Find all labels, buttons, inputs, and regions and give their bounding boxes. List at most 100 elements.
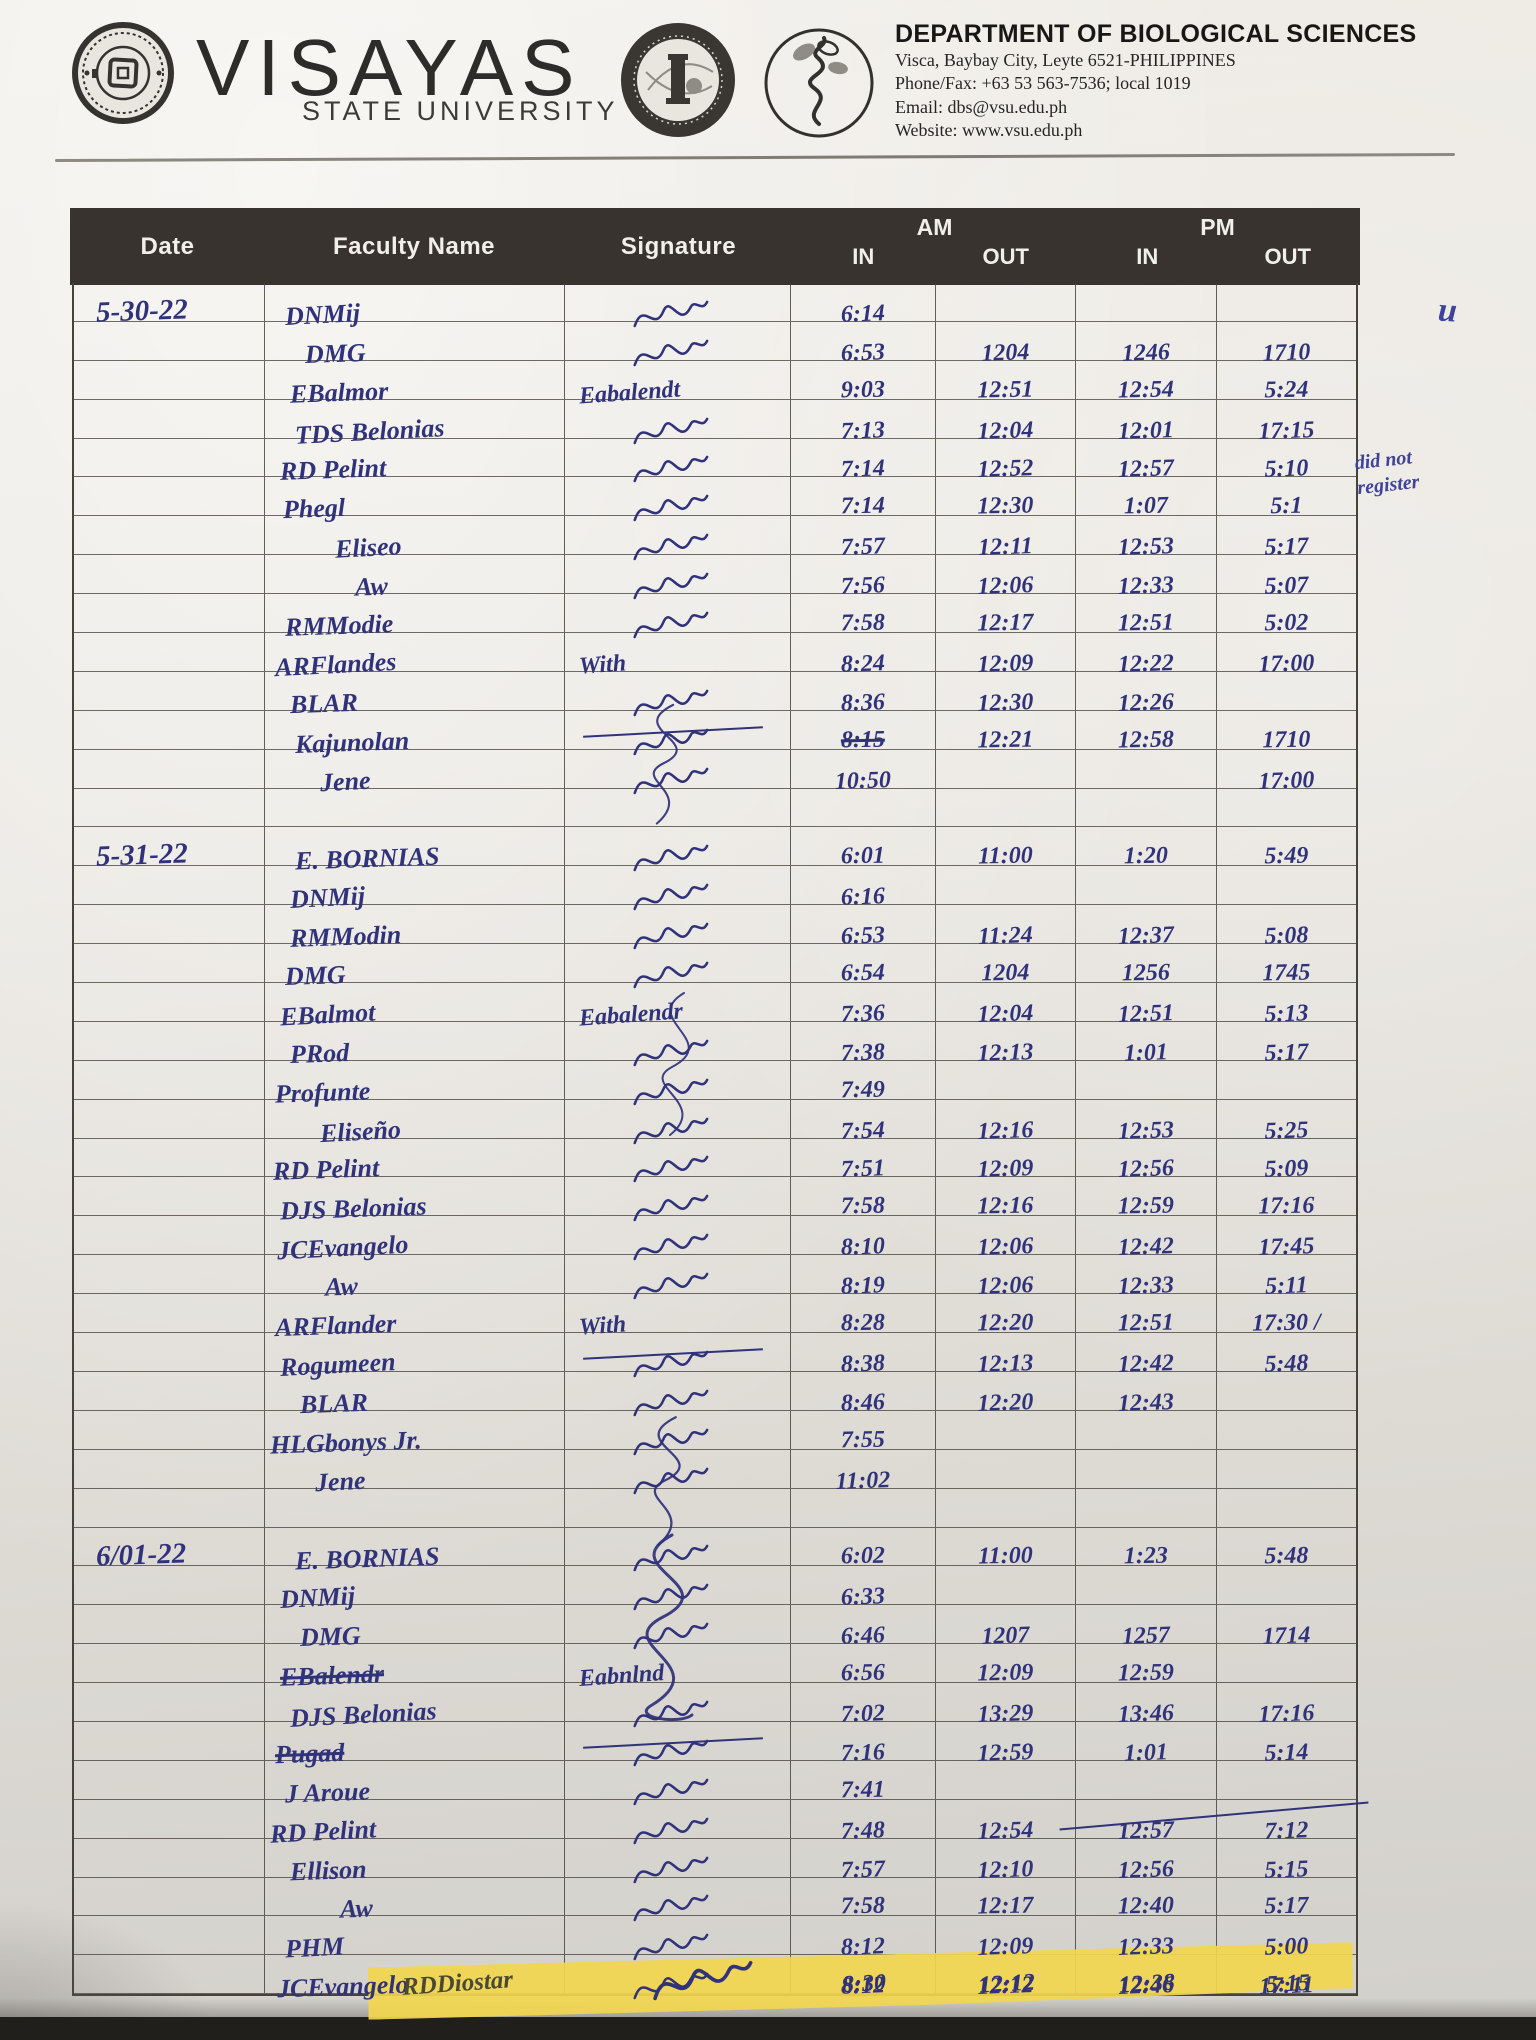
- department-title: DEPARTMENT OF BIOLOGICAL SCIENCES: [895, 20, 1417, 48]
- table-row: Aw 7:58 12:17 12:40 5:17: [74, 1877, 1356, 1924]
- handwritten-entry: 12:53: [1117, 533, 1175, 562]
- handwritten-faculty-name: BLAR: [289, 687, 358, 719]
- handwritten-faculty-name: Phegl: [282, 493, 346, 525]
- cell-date: [74, 361, 264, 399]
- cell-am-out: 12:04: [935, 983, 1075, 1028]
- handwritten-entry: 12:16: [977, 1116, 1035, 1145]
- handwritten-entry: 5:48: [1264, 1350, 1309, 1378]
- signature-scribble-icon: [633, 1972, 709, 2000]
- handwritten-entry: 12:51: [1117, 609, 1175, 637]
- handwritten-faculty-name: EBalmot: [278, 997, 376, 1032]
- handwritten-entry: 12:51: [1117, 1309, 1175, 1337]
- cell-pm-in: 12:33: [1075, 1255, 1216, 1300]
- cell-signature: [564, 1760, 790, 1806]
- cell-faculty-name: Ellison: [263, 1838, 565, 1886]
- table-row: DNMij 6:16: [74, 866, 1356, 914]
- handwritten-faculty-name: RD Pelint: [272, 1153, 380, 1187]
- cell-date: [74, 1605, 264, 1643]
- signature-scribble-icon: [633, 1117, 709, 1144]
- cell-am-in: 6:53: [790, 905, 935, 950]
- handwritten-entry: 5:09: [1264, 1155, 1309, 1184]
- cell-faculty-name: RD Pelint: [263, 438, 565, 486]
- cell-signature: [564, 1177, 790, 1222]
- handwritten-entry: 12:17: [977, 1892, 1034, 1920]
- handwritten-entry: 7:56: [840, 572, 886, 600]
- handwritten-entry: 12:58: [1117, 726, 1175, 754]
- cell-am-in: 7:48: [790, 1799, 935, 1844]
- cell-date: [74, 789, 264, 827]
- handwritten-entry: With: [578, 1311, 628, 1341]
- college-of-arts-and-sciences-seal-icon: [621, 23, 735, 137]
- cell-pm-out: 1710: [1216, 710, 1356, 753]
- signature-scribble-icon: [633, 1272, 709, 1300]
- department-phone: Phone/Fax: +63 53 563-7536; local 1019: [895, 73, 1191, 94]
- handwritten-entry: 7:12: [1264, 1816, 1309, 1845]
- cell-date: [74, 594, 264, 632]
- handwritten-entry: 1246: [1121, 338, 1171, 367]
- cell-date: [74, 983, 264, 1021]
- handwritten-faculty-name: Profunte: [274, 1076, 371, 1109]
- signature-scribble-icon: [633, 1428, 709, 1455]
- cell-pm-in: 1:23: [1075, 1527, 1216, 1570]
- handwritten-entry: 17:00: [1258, 766, 1315, 795]
- cell-faculty-name: Eliseño: [263, 1099, 565, 1148]
- cell-pm-in: [1075, 1566, 1216, 1605]
- department-website: Website: www.vsu.edu.ph: [895, 120, 1083, 141]
- table-row: 5-31-22 E. BORNIAS 6:01 11:00 1:20 5:49: [74, 827, 1356, 876]
- handwritten-entry: 12:06: [977, 572, 1035, 601]
- handwritten-entry: 12:51: [977, 376, 1034, 404]
- cell-signature: [564, 827, 790, 872]
- cell-am-out: 11:24: [935, 905, 1075, 950]
- table-row: RD Pelint 7:14 12:52 12:57 5:10: [74, 438, 1356, 486]
- cell-pm-in: 12:53: [1075, 1099, 1216, 1145]
- cell-pm-in: 1246: [1075, 321, 1216, 367]
- cell-pm-in: 12:59: [1075, 1644, 1216, 1687]
- cell-date: 5-30-22: [74, 283, 264, 328]
- cell-signature: [564, 1410, 790, 1455]
- table-row: Ellison 7:57 12:10 12:56 5:15: [74, 1838, 1356, 1886]
- signature-scribble-icon: [633, 1467, 709, 1494]
- handwritten-entry: 7:58: [841, 1192, 886, 1220]
- cell-faculty-name: RD Pelint: [263, 1799, 565, 1848]
- cell-pm-out: 17:16: [1216, 1177, 1356, 1220]
- signature-scribble-icon: [633, 1389, 709, 1417]
- handwritten-entry: 1256: [1121, 959, 1171, 987]
- handwritten-faculty-name: HLGbonys Jr.: [269, 1425, 422, 1460]
- cell-pm-in: 12:33: [1075, 555, 1216, 600]
- cell-date: [74, 555, 264, 593]
- cell-pm-out: 5:13: [1216, 983, 1356, 1028]
- cell-am-in: 6:56: [790, 1644, 935, 1686]
- cell-faculty-name: Phegl: [263, 477, 565, 524]
- cell-signature: [564, 399, 790, 444]
- handwritten-entry: 8:36: [840, 689, 886, 717]
- cell-date: [74, 1139, 264, 1177]
- cell-signature: [564, 1099, 790, 1144]
- signature-scribble-icon: [633, 1583, 709, 1611]
- cell-am-out: 12:09: [935, 633, 1075, 678]
- handwritten-entry: 12:04: [977, 416, 1035, 445]
- cell-pm-out: 7:12: [1216, 1799, 1356, 1844]
- signature-scribble-icon: [633, 1350, 709, 1378]
- table-row: Pugad 7:16 12:59 1:01 5:14: [74, 1721, 1356, 1769]
- cell-pm-out: 5:25: [1216, 1099, 1356, 1144]
- handwritten-entry: 12:11: [977, 533, 1034, 562]
- handwritten-entry: 12:17: [977, 609, 1034, 637]
- table-row: HLGbonys Jr. 7:55: [74, 1410, 1356, 1459]
- cell-am-out: 12:51: [935, 360, 1075, 403]
- cell-signature: [564, 438, 790, 483]
- handwritten-entry: 17:16: [1258, 1699, 1315, 1728]
- cell-pm-in: 1:01: [1075, 1721, 1216, 1767]
- cell-am-in: 7:58: [790, 594, 935, 636]
- cell-am-in: 7:41: [790, 1760, 935, 1803]
- cell-am-out: 12:06: [935, 555, 1075, 600]
- cell-faculty-name: Kajunolan: [263, 710, 565, 759]
- table-header-row: Date Faculty Name Signature AM IN OUT PM…: [72, 210, 1358, 283]
- cell-date: [74, 1255, 264, 1293]
- handwritten-entry: 12:37: [1117, 922, 1175, 951]
- cell-faculty-name: JCEvangelo: [263, 1955, 565, 2003]
- cell-pm-in: [1075, 1760, 1216, 1799]
- column-header-pm-in: IN: [1136, 244, 1159, 269]
- cell-date: [74, 711, 264, 749]
- cell-am-in: 7:38: [790, 1021, 935, 1067]
- table-row: RMModie 7:58 12:17 12:51 5:02: [74, 594, 1356, 642]
